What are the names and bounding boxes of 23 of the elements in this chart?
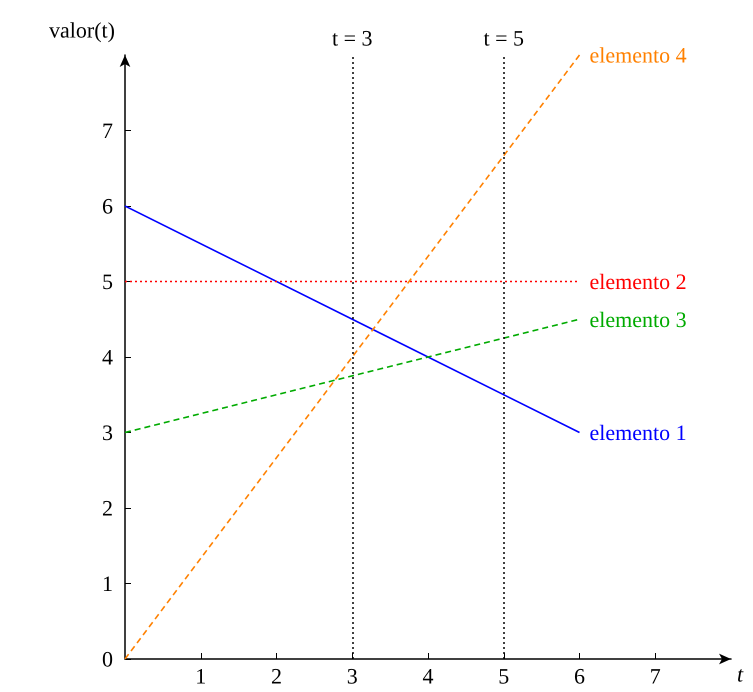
- x-tick-label: 6: [574, 664, 585, 688]
- y-tick-label: 6: [102, 194, 113, 218]
- x-tick-label: 3: [346, 664, 358, 688]
- y-tick-label: 3: [102, 420, 113, 445]
- ref-line-label: t = 5: [483, 26, 524, 50]
- x-tick-label: 7: [650, 664, 661, 688]
- x-tick-label: 1: [195, 664, 206, 688]
- y-tick-label: 5: [102, 269, 113, 294]
- series-label: elemento 3: [590, 306, 687, 332]
- x-axis-title: t: [737, 662, 744, 686]
- x-tick-label: 2: [271, 664, 282, 688]
- x-tick-label: 4: [422, 664, 434, 688]
- y-tick-label: 2: [102, 496, 113, 520]
- series-label: elemento 1: [590, 420, 687, 445]
- y-tick-label: 1: [102, 571, 113, 596]
- y-axis-title: valor(t): [49, 18, 115, 42]
- series-label: elemento 2: [590, 269, 687, 294]
- y-tick-label: 7: [102, 118, 113, 143]
- y-tick-label: 0: [102, 646, 113, 672]
- x-tick-label: 5: [498, 664, 510, 688]
- ref-line-label: t = 3: [332, 26, 373, 50]
- y-tick-label: 4: [102, 344, 113, 370]
- series-label: elemento 4: [590, 42, 687, 68]
